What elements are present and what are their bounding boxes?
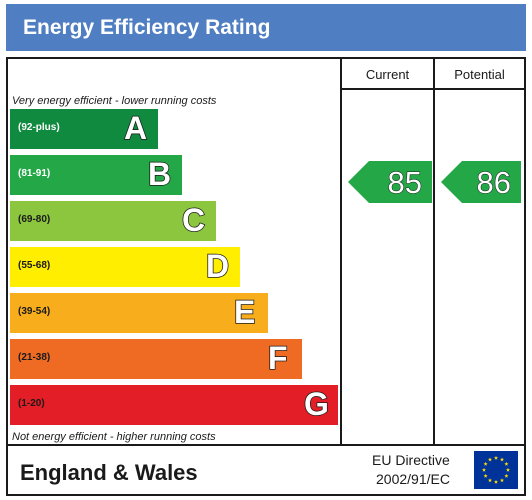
flag-star bbox=[504, 461, 509, 466]
band-g: (1-20) G bbox=[10, 385, 338, 425]
band-range-label: (92-plus) bbox=[18, 122, 60, 133]
rating-table: Current Potential Very energy efficient … bbox=[6, 57, 526, 446]
flag-star bbox=[493, 455, 499, 460]
current-rating-arrow bbox=[348, 161, 432, 203]
band-letter: F bbox=[267, 339, 288, 377]
footer: England & Wales EU Directive 2002/91/EC bbox=[6, 446, 526, 496]
column-header-current: Current bbox=[365, 67, 410, 82]
eu-flag-icon bbox=[474, 451, 518, 489]
caption-inefficient: Not energy efficient - higher running co… bbox=[12, 431, 216, 443]
band-range-label: (21-38) bbox=[18, 352, 51, 363]
band-letter: E bbox=[233, 293, 256, 331]
potential-rating-value: 86 bbox=[476, 165, 511, 201]
flag-star bbox=[505, 467, 511, 472]
page-title: Energy Efficiency Rating bbox=[23, 16, 271, 39]
column-header-potential: Potential bbox=[454, 67, 505, 82]
band-b: (81-91) B bbox=[10, 155, 182, 195]
flag-star bbox=[487, 457, 493, 462]
flag-star bbox=[481, 467, 487, 472]
flag-star bbox=[493, 479, 499, 484]
column-divider bbox=[340, 59, 342, 444]
band-letter: C bbox=[181, 201, 206, 239]
flag-star bbox=[499, 457, 505, 462]
flag-star bbox=[487, 478, 493, 483]
band-e: (39-54) E bbox=[10, 293, 268, 333]
directive-number: 2002/91/EC bbox=[376, 471, 450, 487]
current-rating-value: 85 bbox=[387, 165, 422, 201]
band-f: (21-38) F bbox=[10, 339, 302, 379]
band-d: (55-68) D bbox=[10, 247, 240, 287]
flag-star bbox=[499, 478, 505, 483]
band-letter: D bbox=[205, 247, 230, 285]
band-range-label: (55-68) bbox=[18, 260, 51, 271]
flag-star bbox=[483, 473, 488, 478]
band-range-label: (69-80) bbox=[18, 214, 51, 225]
band-range-label: (81-91) bbox=[18, 168, 51, 179]
band-letter: B bbox=[147, 155, 172, 193]
band-letter: G bbox=[303, 385, 329, 423]
header-bar: Energy Efficiency Rating bbox=[6, 4, 526, 51]
band-a: (92-plus) A bbox=[10, 109, 158, 149]
potential-rating-arrow bbox=[441, 161, 521, 203]
band-c: (69-80) C bbox=[10, 201, 216, 241]
band-letter: A bbox=[123, 109, 148, 147]
band-range-label: (1-20) bbox=[18, 398, 45, 409]
flag-star bbox=[504, 473, 509, 478]
header-divider bbox=[340, 88, 524, 90]
band-range-label: (39-54) bbox=[18, 306, 51, 317]
region-label: England & Wales bbox=[20, 460, 198, 485]
column-divider bbox=[433, 59, 435, 444]
caption-efficient: Very energy efficient - lower running co… bbox=[12, 95, 217, 107]
directive-label: EU Directive bbox=[372, 452, 450, 468]
flag-star bbox=[483, 461, 488, 466]
